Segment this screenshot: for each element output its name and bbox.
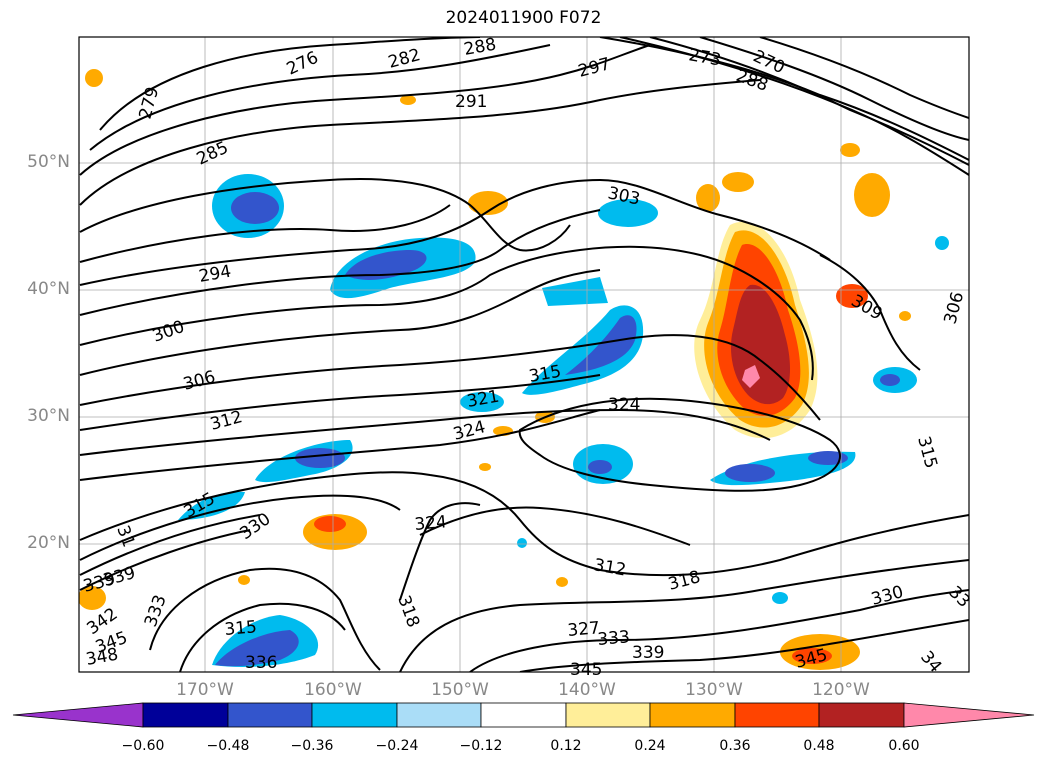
contour-label: 330: [236, 509, 274, 544]
negative-region: [772, 592, 788, 604]
colorbar: [12, 702, 1035, 728]
contour-label: 276: [284, 48, 322, 80]
lat-label-40n: 40°N: [27, 279, 70, 299]
negative-region: [808, 451, 848, 465]
negative-region: [295, 448, 345, 468]
positive-patch: [468, 191, 508, 215]
negative-region: [880, 374, 900, 386]
positive-patch: [238, 575, 250, 585]
contour-label: 330: [869, 582, 906, 610]
colorbar-tick-label: 0.60: [888, 738, 920, 754]
positive-patch: [792, 648, 832, 664]
colorbar-bin: [565, 702, 651, 728]
contour-label: 279: [136, 85, 164, 122]
lon-label-150w: 150°W: [431, 680, 489, 700]
colorbar-bin: [480, 702, 567, 728]
positive-patch: [479, 463, 491, 471]
colorbar-tick-label: 0.24: [634, 738, 666, 754]
contour-label: 348: [84, 645, 119, 670]
colorbar-bin: [142, 702, 229, 728]
colorbar-tick-label: 0.12: [550, 738, 582, 754]
contour-label: 306: [941, 290, 969, 327]
colorbar-bin: [734, 702, 820, 728]
contour-label: 324: [414, 512, 448, 535]
lon-label-160w: 160°W: [304, 680, 362, 700]
lat-label-50n: 50°N: [27, 152, 70, 172]
contour-label: 339: [101, 563, 138, 591]
colorbar-bin: [818, 702, 905, 728]
positive-patch: [400, 95, 416, 105]
colorbar-bin: [227, 702, 313, 728]
contour-label: 333: [597, 627, 631, 650]
negative-region: [460, 392, 504, 412]
negative-region: [517, 538, 527, 548]
colorbar-extend-left: [12, 702, 144, 728]
colorbar-extend-right: [903, 702, 1035, 728]
contour-label: 285: [194, 138, 232, 170]
contour-label: 273: [687, 45, 722, 70]
contour-label: 312: [592, 555, 627, 580]
negative-region: [588, 460, 612, 474]
contour-label: 339: [632, 643, 664, 663]
contour-label: 31: [112, 523, 138, 550]
positive-patch: [722, 172, 754, 192]
negative-region: [542, 277, 608, 306]
contour-label: 297: [576, 54, 613, 82]
positive-patch: [79, 586, 106, 610]
lat-label-30n: 30°N: [27, 406, 70, 426]
colorbar-tick-label: −0.36: [290, 738, 334, 754]
positive-patch: [556, 577, 568, 587]
lon-label-120w: 120°W: [812, 680, 870, 700]
lon-label-170w: 170°W: [176, 680, 234, 700]
negative-region: [215, 630, 299, 667]
positive-patch: [314, 516, 346, 532]
contour-label: 318: [393, 593, 423, 630]
map-title: 2024011900 F072: [445, 8, 602, 28]
positive-patch: [85, 69, 103, 87]
colorbar-tick-label: −0.12: [459, 738, 503, 754]
colorbar-tick-label: 0.48: [803, 738, 835, 754]
positive-patch: [854, 173, 890, 217]
contour-label: 324: [451, 417, 488, 445]
negative-region: [345, 250, 427, 280]
positive-patch: [899, 311, 911, 321]
contour-label: 300: [150, 317, 187, 347]
contour-lines: [79, 37, 969, 672]
contour-label: 324: [608, 395, 640, 415]
negative-region: [522, 305, 644, 395]
contour-label: 318: [666, 567, 703, 595]
colorbar-tick-label: −0.24: [375, 738, 419, 754]
contour-label: 336: [245, 653, 277, 673]
colorbar-tick-label: −0.48: [206, 738, 250, 754]
lon-label-140w: 140°W: [558, 680, 616, 700]
map-frame: [78, 36, 970, 673]
positive-region-california-5: [742, 365, 760, 388]
contour-label: 315: [913, 434, 941, 471]
negative-region: [935, 236, 949, 250]
colorbar-tick-label: −0.60: [121, 738, 165, 754]
contour-label: 315: [224, 617, 258, 640]
contour-label: 306: [181, 367, 218, 395]
negative-region: [565, 315, 637, 375]
colorbar-bin: [311, 702, 398, 728]
positive-patch: [840, 143, 860, 157]
colorbar-bin: [396, 702, 482, 728]
colorbar-tick-label: 0.36: [719, 738, 751, 754]
contour-label: 291: [455, 92, 487, 112]
negative-region: [725, 464, 775, 482]
lon-label-130w: 130°W: [685, 680, 743, 700]
colorbar-bin: [649, 702, 736, 728]
lat-label-20n: 20°N: [27, 533, 70, 553]
negative-region: [178, 491, 245, 520]
contour-label: 345: [570, 660, 602, 680]
negative-region: [231, 192, 279, 224]
contour-label: 333: [141, 592, 171, 629]
negative-region: [598, 199, 658, 227]
contour-label: 294: [197, 262, 232, 287]
contour-label-group: 276 282 288 273 270 288 279 297 291 285 …: [81, 35, 974, 680]
contour-label: 327: [567, 618, 601, 641]
